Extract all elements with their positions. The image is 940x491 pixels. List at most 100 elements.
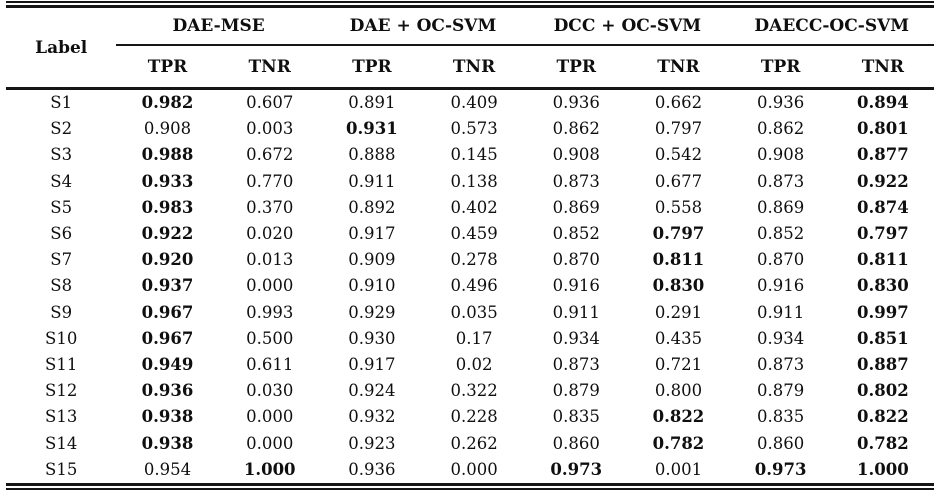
cell-value: 0.770 [246,171,294,191]
cell-value: 0.988 [141,145,194,165]
table-row: S9 0.967 0.993 0.929 0.035 0.911 0.291 0.911 0.9… [6,300,934,326]
cell-value: 0.997 [857,302,909,322]
row-label: S12 [45,381,78,401]
results-table: Label DAE-MSE DAE + OC-SVM DCC + OC-SVM … [6,5,934,487]
cell-value: 0.835 [552,407,600,427]
group-header-row: Label DAE-MSE DAE + OC-SVM DCC + OC-SVM … [6,6,934,90]
table-row: S14 0.938 0.000 0.923 0.262 0.860 0.782 0.860 0.… [6,431,934,457]
cell-value: 0.802 [857,381,909,401]
cell-value: 0.873 [757,171,805,191]
cell-value: 0.909 [348,250,396,270]
cell-value: 0.879 [757,381,805,401]
cell-value: 0.677 [654,171,703,191]
row-label: S14 [45,433,78,453]
cell-value: 0.782 [652,433,705,453]
column-header-tpr: TPR [525,45,628,90]
table-row: S3 0.988 0.672 0.888 0.145 0.908 0.542 0.908 0.8… [6,142,934,168]
cell-value: 0.370 [246,197,294,217]
column-header-label: Label [6,6,117,90]
cell-value: 0.934 [552,328,600,348]
cell-value: 0.02 [455,355,493,375]
cell-value: 0.973 [550,459,603,479]
column-group-dae-mse: DAE-MSE [116,6,321,46]
cell-value: 0.936 [757,93,805,112]
cell-value: 0.020 [246,224,294,244]
cell-value: 0.894 [857,93,909,112]
cell-value: 0.801 [857,119,909,139]
row-label: S6 [50,224,73,244]
cell-value: 0.830 [652,276,705,296]
row-label: S13 [45,407,78,427]
cell-value: 0.917 [348,224,396,244]
table-row: S10 0.967 0.500 0.930 0.17 0.934 0.435 0.934 0.8… [6,326,934,352]
cell-value: 0.908 [757,145,805,165]
cell-value: 0.860 [757,433,805,453]
cell-value: 0.402 [450,197,498,217]
cell-value: 0.797 [654,119,703,139]
cell-value: 0.409 [450,93,498,112]
cell-value: 0.000 [246,276,294,296]
cell-value: 0.936 [348,459,396,479]
cell-value: 0.662 [654,93,703,112]
cell-value: 0.891 [348,93,396,112]
cell-value: 0.924 [348,381,396,401]
cell-value: 0.782 [857,433,909,453]
column-header-tpr: TPR [320,45,423,90]
cell-value: 0.873 [552,171,600,191]
cell-value: 0.030 [246,381,294,401]
cell-value: 0.967 [141,302,194,322]
cell-value: 0.797 [652,224,705,244]
cell-value: 0.852 [552,224,600,244]
cell-value: 0.911 [757,302,805,322]
cell-value: 0.888 [348,145,396,165]
cell-value: 0.887 [857,355,909,375]
row-label: S11 [45,355,78,375]
cell-value: 0.811 [857,250,909,270]
cell-value: 0.860 [552,433,600,453]
table-header: Label DAE-MSE DAE + OC-SVM DCC + OC-SVM … [6,6,934,90]
cell-value: 0.435 [654,328,703,348]
table-row: S5 0.983 0.370 0.892 0.402 0.869 0.558 0.869 0.8… [6,195,934,221]
cell-value: 0.035 [450,302,498,322]
cell-value: 0.938 [141,433,194,453]
cell-value: 0.911 [348,171,396,191]
cell-value: 0.993 [246,302,294,322]
cell-value: 0.852 [757,224,805,244]
cell-value: 0.800 [654,381,703,401]
cell-value: 0.930 [348,328,396,348]
cell-value: 1.000 [857,459,909,479]
row-label: S5 [50,197,73,217]
cell-value: 0.001 [654,459,703,479]
cell-value: 0.611 [246,355,294,375]
cell-value: 0.262 [450,433,498,453]
cell-value: 0.573 [450,119,498,139]
cell-value: 0.916 [552,276,600,296]
cell-value: 0.862 [552,119,600,139]
cell-value: 0.003 [246,119,294,139]
cell-value: 0.797 [857,224,909,244]
cell-value: 0.822 [857,407,909,427]
cell-value: 0.291 [654,302,703,322]
cell-value: 0.938 [141,407,194,427]
cell-value: 0.822 [652,407,705,427]
cell-value: 0.558 [654,197,703,217]
row-label: S15 [45,459,78,479]
cell-value: 0.721 [654,355,703,375]
cell-value: 0.920 [141,250,194,270]
row-label: S10 [45,328,78,348]
cell-value: 0.916 [757,276,805,296]
row-label: S7 [50,250,73,270]
cell-value: 0.278 [450,250,498,270]
row-label: S4 [50,171,73,191]
cell-value: 0.937 [141,276,194,296]
cell-value: 0.869 [757,197,805,217]
cell-value: 0.862 [757,119,805,139]
column-header-tnr: TNR [218,45,321,90]
cell-value: 0.908 [552,145,600,165]
cell-value: 0.851 [857,328,909,348]
column-group-dae-ocsvm: DAE + OC-SVM [320,6,526,46]
cell-value: 0.910 [348,276,396,296]
cell-value: 0.000 [450,459,498,479]
column-header-tpr: TPR [116,45,219,90]
cell-value: 0.496 [450,276,498,296]
